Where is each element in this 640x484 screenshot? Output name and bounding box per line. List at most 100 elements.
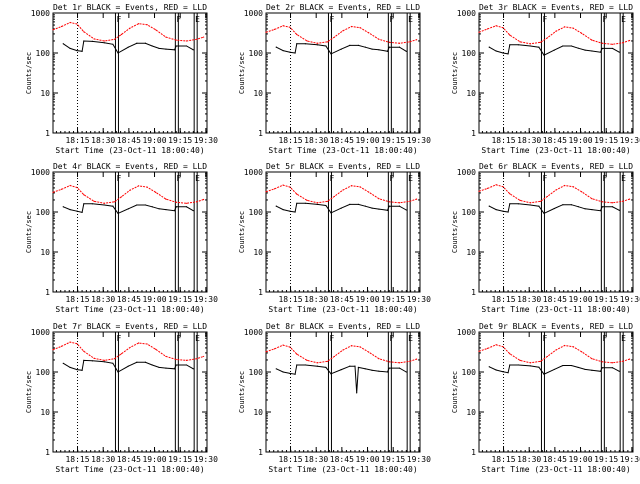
events-point: [62, 206, 64, 208]
y-tick-label: 10: [466, 408, 476, 417]
lld-point: [555, 30, 557, 32]
events-point: [289, 372, 291, 375]
y-tick-label: 10: [40, 248, 50, 257]
events-point: [599, 370, 602, 372]
lld-point: [273, 348, 276, 350]
lld-point: [478, 350, 480, 352]
lld-point: [282, 25, 284, 27]
events-point: [316, 44, 318, 46]
events-point: [378, 370, 380, 372]
events-point: [349, 365, 351, 367]
events-point: [91, 203, 93, 205]
events-point: [398, 367, 401, 369]
lld-point: [327, 200, 329, 202]
y-tick-label: 100: [36, 208, 51, 217]
events-point: [103, 204, 105, 206]
lld-point: [202, 198, 205, 201]
events-point: [296, 202, 298, 204]
plot-frame: [478, 331, 634, 453]
y-tick-label: 1: [471, 129, 476, 138]
x-tick-label: 18:15: [278, 136, 302, 145]
x-tick-label: 19:15: [168, 136, 192, 145]
lld-point: [165, 36, 167, 38]
y-axis-label: Counts/sec: [451, 52, 459, 94]
x-tick-label: 18:30: [304, 136, 328, 145]
lld-point: [76, 343, 78, 345]
lld-point: [129, 27, 131, 29]
events-point: [371, 369, 373, 371]
lld-point: [60, 25, 63, 28]
events-point: [81, 50, 83, 52]
event-marker-label: F: [389, 174, 394, 183]
x-tick-label: 18:15: [491, 136, 515, 145]
chart-panel-4: 1 10 100 1000 18:15 18:30 18:45 19:00 19:15 19:30…: [25, 162, 218, 314]
events-point: [275, 368, 277, 370]
events-point: [562, 45, 564, 47]
event-marker-label: E: [408, 15, 413, 24]
lld-point: [175, 201, 177, 203]
lld-point: [52, 29, 54, 31]
lld-point: [546, 355, 549, 358]
events-point: [91, 360, 93, 362]
lld-point: [378, 198, 380, 200]
x-tick-label: 18:30: [91, 455, 115, 464]
y-tick-label: 10: [40, 408, 50, 417]
events-point: [294, 52, 296, 54]
events-point: [357, 203, 359, 205]
events-point: [405, 209, 407, 211]
lld-point: [529, 362, 531, 364]
events-point: [371, 48, 373, 50]
event-marker-label: F: [329, 174, 334, 183]
lld-point: [591, 358, 593, 360]
lld-point: [368, 351, 370, 353]
lld-point: [601, 201, 603, 203]
lld-point: [495, 184, 497, 186]
events-point: [509, 364, 511, 366]
y-tick-label: 1000: [31, 168, 50, 177]
event-marker-label: E: [621, 334, 626, 343]
events-point: [388, 46, 390, 48]
x-tick-label: 19:15: [168, 295, 192, 304]
events-point: [127, 365, 129, 367]
events-point: [91, 40, 93, 42]
events-point: [570, 364, 573, 367]
plot-frame: [265, 331, 421, 453]
events-point: [356, 392, 358, 394]
events-point: [611, 47, 614, 50]
y-tick-label: 10: [466, 248, 476, 257]
events-point: [488, 205, 490, 207]
events-point: [83, 359, 85, 361]
y-axis-label: Counts/sec: [25, 211, 33, 253]
lld-point: [129, 346, 131, 349]
x-tick-label: 18:45: [117, 295, 141, 304]
events-point: [289, 210, 291, 212]
lld-point: [502, 27, 504, 29]
lld-point: [327, 360, 329, 362]
x-axis-label: Start Time (23-Oct-11 18:00:40): [268, 146, 417, 155]
lld-point: [103, 202, 105, 204]
lld-point: [52, 191, 54, 193]
lld-point: [509, 353, 511, 355]
lld-point: [509, 34, 511, 36]
lld-point: [76, 23, 78, 25]
events-point: [192, 210, 194, 212]
lld-point: [114, 358, 116, 360]
events-point: [81, 211, 83, 213]
lld-point: [289, 26, 291, 28]
events-point: [495, 50, 497, 52]
lld-point: [137, 185, 140, 187]
y-tick-label: 1000: [31, 328, 50, 337]
lld-point: [289, 346, 291, 348]
y-tick-label: 1000: [457, 168, 476, 177]
events-point: [386, 209, 389, 211]
chart-title: Det 4r BLACK = Events, RED = LLD: [53, 162, 207, 171]
event-marker-label: E: [408, 174, 413, 183]
events-point: [601, 367, 603, 369]
events-point: [289, 51, 291, 53]
plot-frame: [52, 171, 208, 293]
x-tick-label: 19:30: [407, 295, 431, 304]
y-axis-label: Counts/sec: [25, 371, 33, 413]
lld-point: [316, 42, 318, 44]
events-point: [103, 42, 105, 44]
